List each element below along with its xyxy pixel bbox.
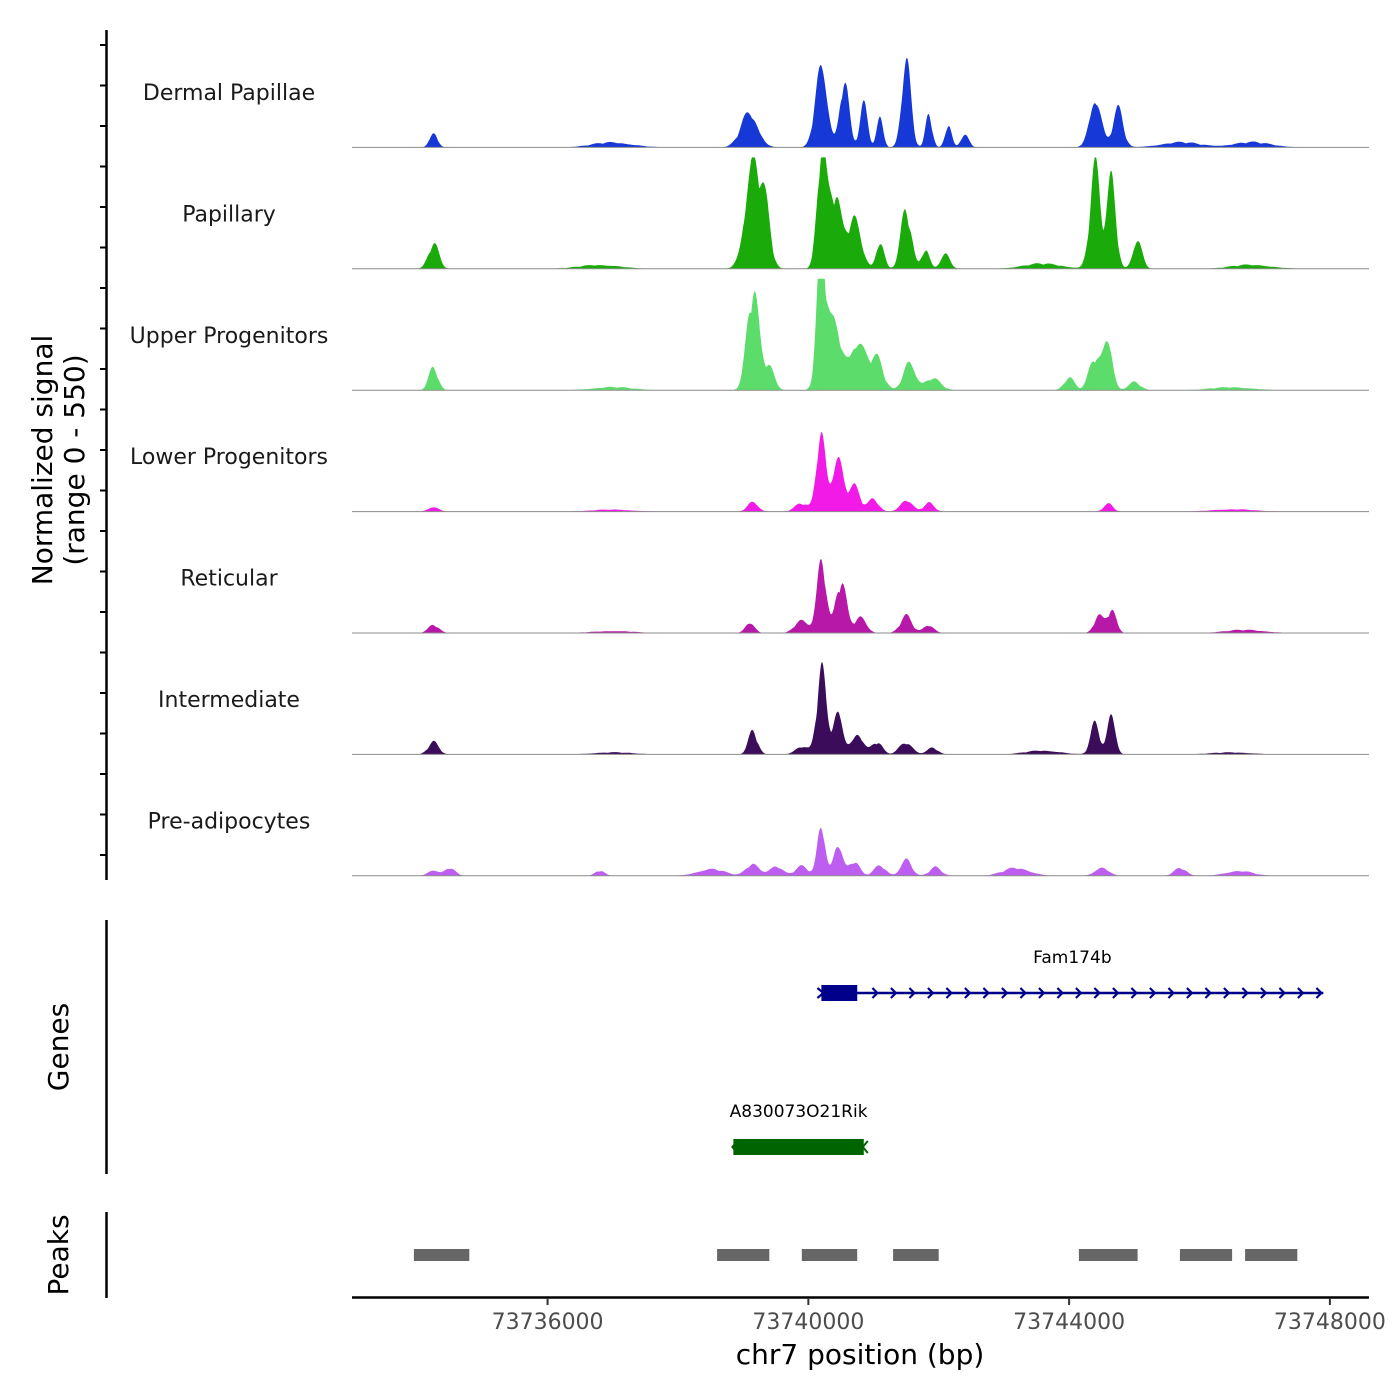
strand-arrow: [964, 987, 972, 999]
x-tick-label: 73736000: [492, 1310, 604, 1335]
signal-area: [417, 278, 1324, 391]
y-axis-title-line2: (range 0 - 550): [58, 354, 91, 565]
strand-arrow: [1112, 987, 1120, 999]
x-axis-title: chr7 position (bp): [736, 1338, 985, 1371]
strand-arrow: [1130, 987, 1138, 999]
x-tick-label: 73740000: [752, 1310, 864, 1335]
track-label: Dermal Papillae: [143, 81, 315, 106]
strand-arrow: [1223, 987, 1231, 999]
peak-region: [1245, 1249, 1298, 1261]
track-upper-progenitors: Upper Progenitors: [130, 278, 1369, 391]
signal-tracks: Dermal Papillae Papillary Upper Progenitor…: [130, 57, 1369, 877]
strand-arrow: [1297, 987, 1305, 999]
signal-area: [417, 662, 1324, 755]
gene-track: Fam174b A830073O21Rik: [730, 948, 1324, 1155]
strand-arrow: [1241, 987, 1249, 999]
track-reticular: Reticular: [180, 558, 1369, 634]
x-tick-label: 73744000: [1013, 1310, 1125, 1335]
peak-region: [801, 1249, 858, 1261]
track-lower-progenitors: Lower Progenitors: [130, 431, 1369, 513]
signal-area: [417, 827, 1324, 876]
track-label: Lower Progenitors: [130, 445, 328, 470]
track-label: Reticular: [180, 567, 278, 592]
strand-arrow: [1001, 987, 1009, 999]
gene-a830073o21rik: A830073O21Rik: [730, 1102, 869, 1155]
peak-region: [413, 1249, 470, 1261]
strand-arrow: [871, 987, 879, 999]
signal-y-ticks: [100, 44, 106, 856]
strand-arrow: [1186, 987, 1194, 999]
strand-arrow: [731, 1140, 739, 1154]
peak-region: [717, 1249, 770, 1261]
signal-area: [417, 57, 1324, 148]
track-label: Papillary: [182, 202, 276, 227]
gene-exon: [733, 1139, 864, 1155]
gene-label: A830073O21Rik: [730, 1102, 868, 1122]
genes-panel-title: Genes: [42, 1003, 75, 1091]
track-papillary: Papillary: [182, 157, 1369, 270]
track-pre-adipocytes: Pre-adipocytes: [148, 809, 1369, 877]
peak-region: [893, 1249, 939, 1261]
signal-area: [417, 431, 1324, 512]
peaks-panel-title: Peaks: [42, 1214, 75, 1295]
strand-arrow: [1038, 987, 1046, 999]
strand-arrow: [982, 987, 990, 999]
track-intermediate: Intermediate: [158, 662, 1369, 755]
strand-arrow: [1019, 987, 1027, 999]
strand-arrow: [945, 987, 953, 999]
track-label: Pre-adipocytes: [148, 809, 311, 834]
peak-region: [1078, 1249, 1138, 1261]
gene-label: Fam174b: [1033, 948, 1111, 968]
strand-arrow: [1093, 987, 1101, 999]
strand-arrow: [1278, 987, 1286, 999]
peak-region: [1179, 1249, 1233, 1261]
signal-area: [417, 157, 1324, 269]
strand-arrow: [1260, 987, 1268, 999]
y-axis-title-line1: Normalized signal: [26, 335, 59, 586]
strand-arrow: [1149, 987, 1157, 999]
strand-arrow: [1315, 987, 1323, 999]
strand-arrow: [1167, 987, 1175, 999]
strand-arrow: [1204, 987, 1212, 999]
x-axis: 73736000 73740000 73744000 73748000: [352, 1296, 1386, 1335]
track-dermal-papillae: Dermal Papillae: [143, 57, 1369, 148]
strand-arrow: [927, 987, 935, 999]
signal-y-axis: [100, 30, 108, 880]
strand-arrow: [908, 987, 916, 999]
x-tick-label: 73748000: [1274, 1310, 1386, 1335]
strand-arrow: [1075, 987, 1083, 999]
gene-fam174b: Fam174b: [816, 948, 1324, 1001]
strand-arrow: [861, 1140, 869, 1154]
strand-arrow: [890, 987, 898, 999]
strand-arrow: [1056, 987, 1064, 999]
track-label: Upper Progenitors: [130, 324, 329, 349]
signal-area: [417, 558, 1324, 633]
peak-track: [413, 1249, 1298, 1261]
track-label: Intermediate: [158, 688, 300, 713]
gene-exon: [821, 985, 858, 1001]
